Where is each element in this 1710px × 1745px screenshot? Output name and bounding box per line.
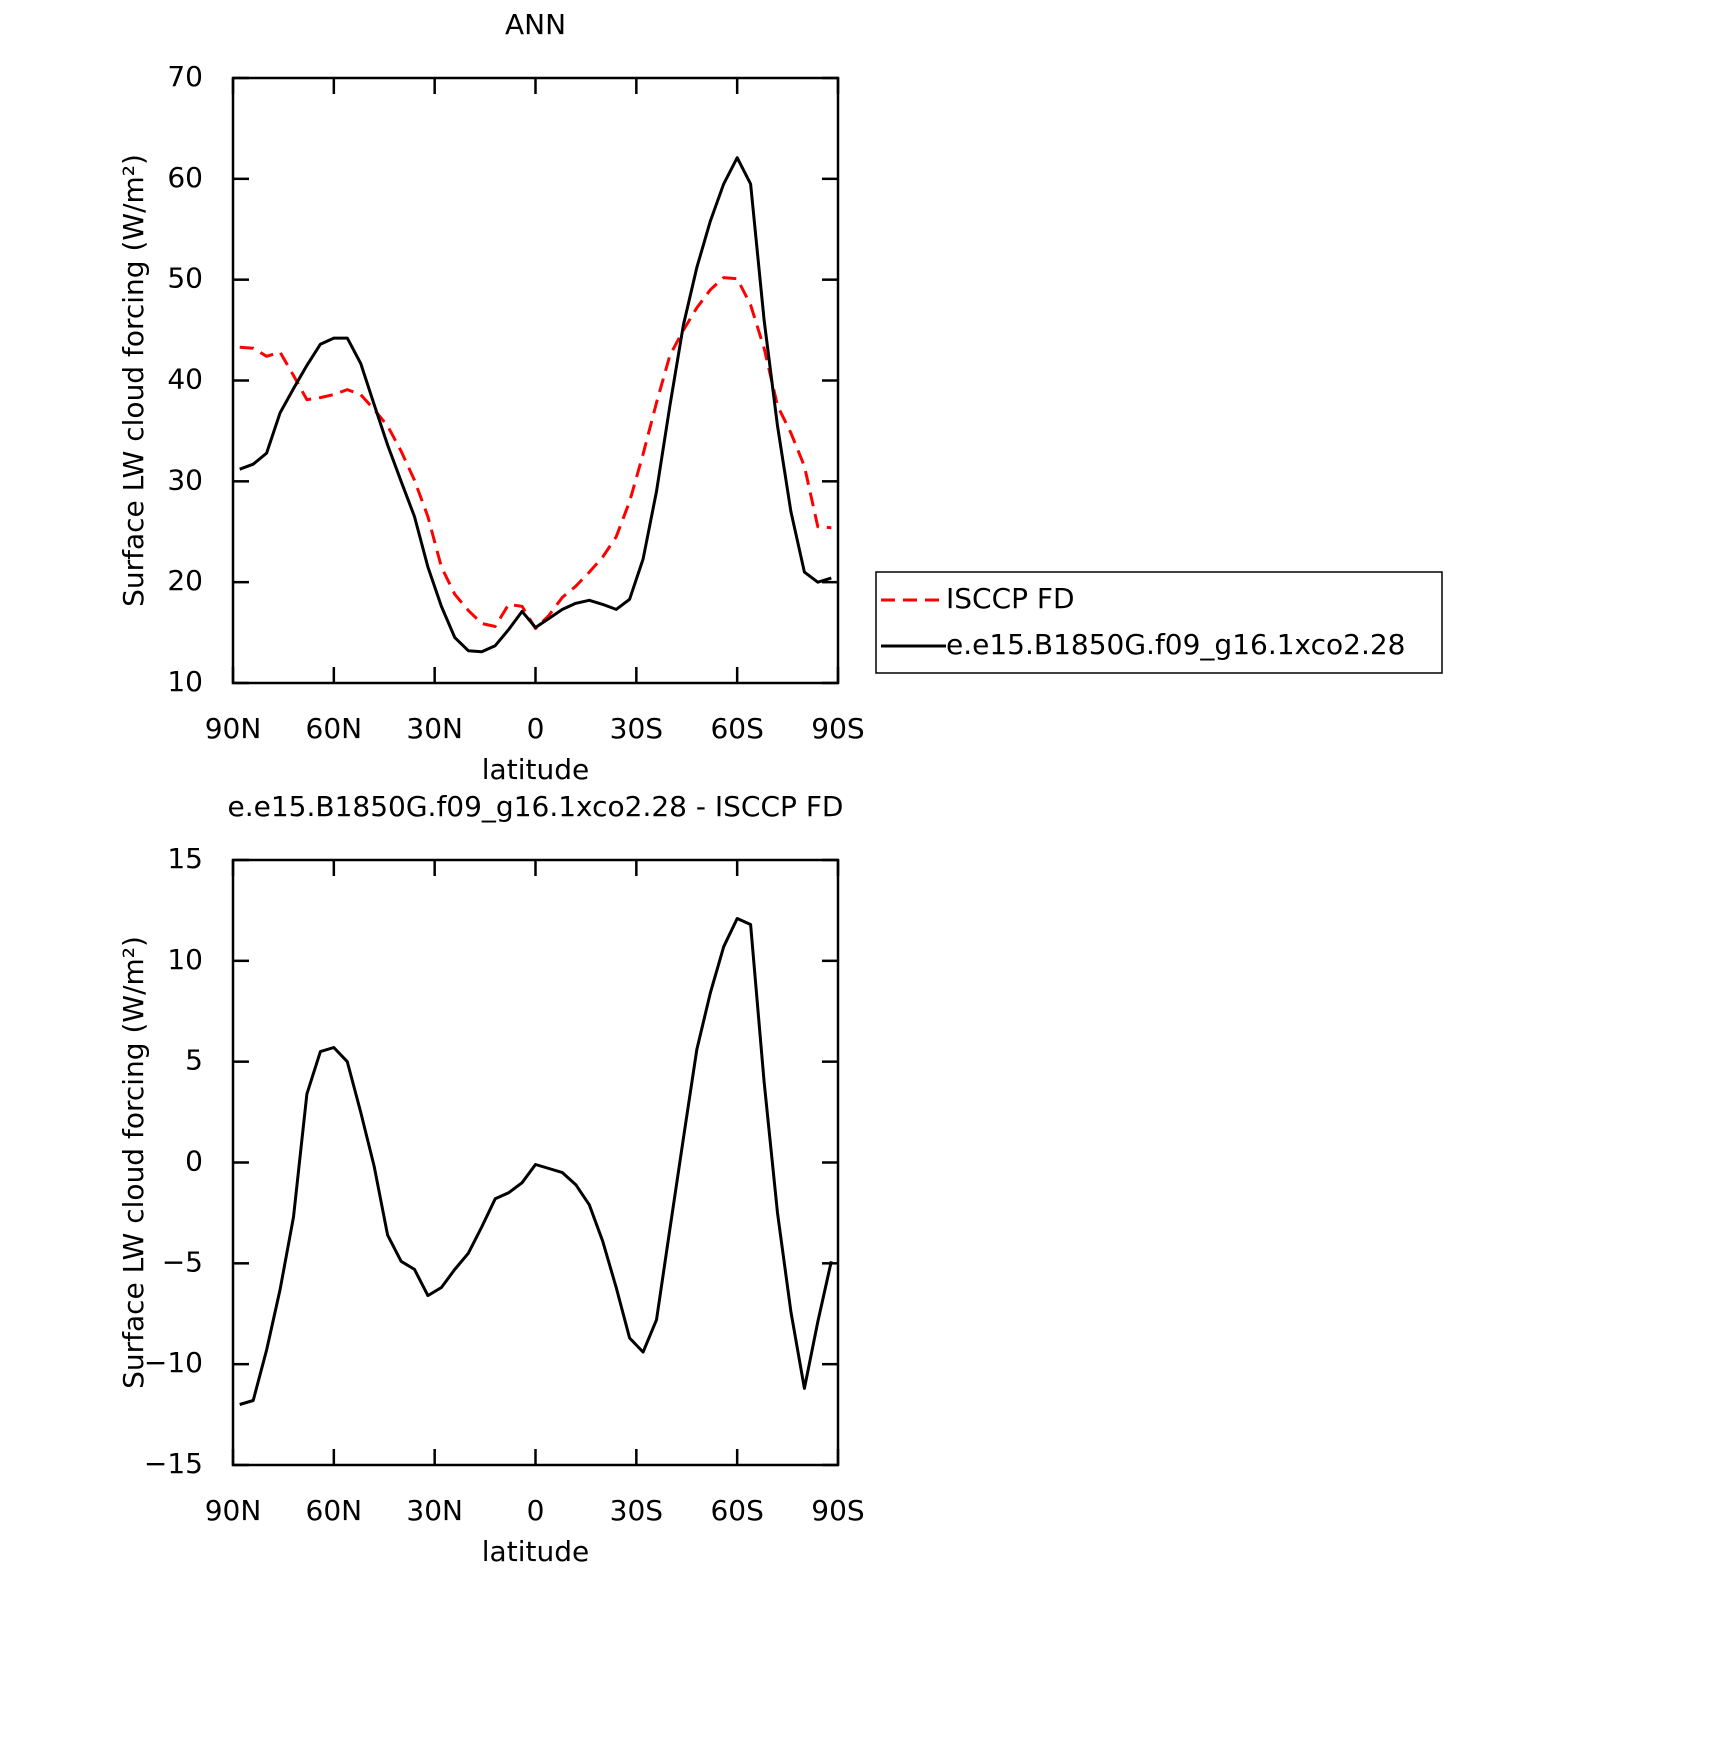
x-tick-label: 90S xyxy=(811,1494,864,1527)
y-tick-label: −10 xyxy=(144,1346,203,1379)
y-axis-label: Surface LW cloud forcing (W/m²) xyxy=(117,154,150,607)
y-tick-label: 20 xyxy=(167,564,203,597)
y-tick-label: 40 xyxy=(167,363,203,396)
y-tick-label: 10 xyxy=(167,943,203,976)
plot-frame xyxy=(231,76,840,685)
data-line xyxy=(239,156,832,654)
x-tick-label: 90N xyxy=(205,712,262,745)
y-tick-label: 70 xyxy=(167,60,203,93)
x-tick-label: 30S xyxy=(610,712,663,745)
x-tick-label: 60N xyxy=(306,712,363,745)
x-tick-label: 30N xyxy=(406,712,463,745)
plot-frame xyxy=(231,858,840,1467)
legend-label: e.e15.B1850G.f09_g16.1xco2.28 xyxy=(946,628,1406,661)
y-tick-label: −5 xyxy=(162,1245,203,1278)
y-tick-label: 15 xyxy=(167,842,203,875)
y-tick-label: 0 xyxy=(185,1145,203,1178)
legend-box xyxy=(875,571,1443,674)
y-tick-label: 5 xyxy=(185,1044,203,1077)
chart-title: e.e15.B1850G.f09_g16.1xco2.28 - ISCCP FD xyxy=(228,790,844,823)
y-tick-label: 60 xyxy=(167,161,203,194)
y-tick-label: 30 xyxy=(167,463,203,496)
x-tick-label: 0 xyxy=(527,712,545,745)
data-line xyxy=(239,917,833,1406)
x-tick-label: 60N xyxy=(306,1494,363,1527)
y-tick-label: 50 xyxy=(167,262,203,295)
x-tick-label: 90N xyxy=(205,1494,262,1527)
x-tick-label: 0 xyxy=(527,1494,545,1527)
x-tick-label: 90S xyxy=(811,712,864,745)
data-line xyxy=(239,276,832,630)
x-tick-label: 30N xyxy=(406,1494,463,1527)
x-axis-label: latitude xyxy=(482,753,589,786)
y-tick-label: 10 xyxy=(167,665,203,698)
x-axis-label: latitude xyxy=(482,1535,589,1568)
y-axis-label: Surface LW cloud forcing (W/m²) xyxy=(117,936,150,1389)
y-tick-label: −15 xyxy=(144,1447,203,1480)
x-tick-label: 30S xyxy=(610,1494,663,1527)
chart-title: ANN xyxy=(505,8,566,41)
x-tick-label: 60S xyxy=(710,712,763,745)
legend-label: ISCCP FD xyxy=(946,582,1075,615)
x-tick-label: 60S xyxy=(710,1494,763,1527)
